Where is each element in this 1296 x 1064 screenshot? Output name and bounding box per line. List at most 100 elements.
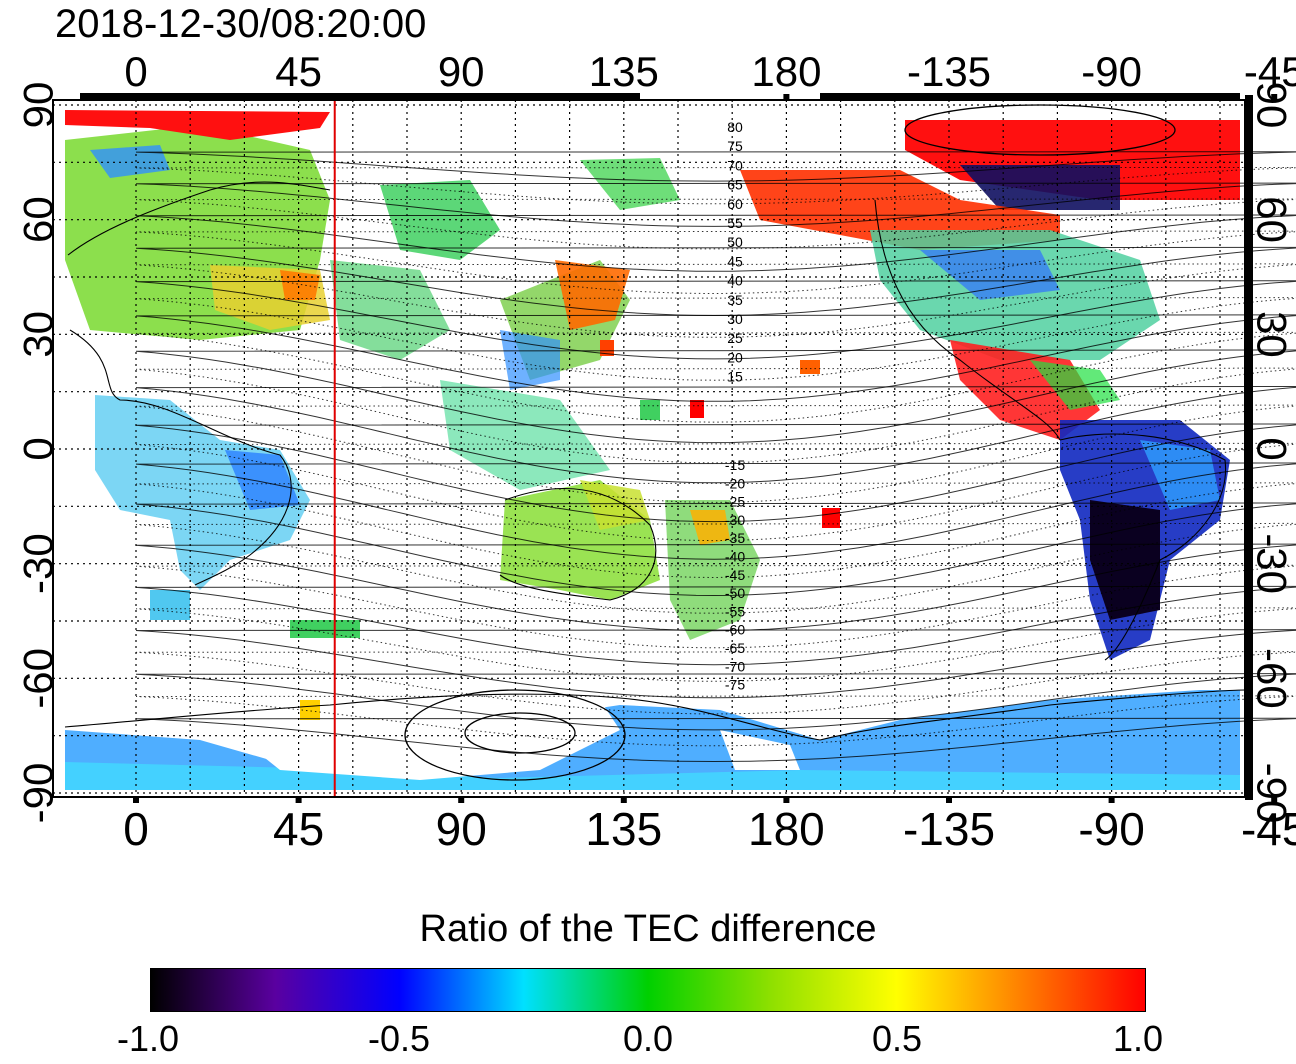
x-tick-label-top: 45 [275, 48, 322, 95]
x-tick-label-bottom: -90 [1078, 803, 1144, 855]
colorbar-title: Ratio of the TEC difference [419, 908, 877, 950]
mlat-contour [135, 404, 1296, 503]
x-tick-label-top: 90 [438, 48, 485, 95]
axis-ticks [80, 93, 1278, 803]
x-tick-label-top: 180 [751, 48, 821, 95]
region-north-america [740, 120, 1240, 440]
data-layer [65, 110, 1240, 790]
mlat-contour-pole [404, 689, 626, 781]
mlat-contour [135, 331, 1296, 423]
frame-top-bar [80, 93, 640, 99]
mlat-label: 70 [727, 157, 743, 173]
colorbar-tick-label: -1.0 [116, 1018, 180, 1059]
y-tick-label-right: -60 [1248, 648, 1295, 709]
mlat-label: 55 [727, 215, 743, 231]
y-tick-labels-right: 90 60 30 0 -30 -60 -90 [1248, 82, 1295, 824]
mlat-label: 65 [727, 177, 743, 193]
mlat-label: -20 [725, 475, 745, 491]
mlat-contour [135, 717, 1296, 763]
x-tick-label-top: -135 [907, 48, 991, 95]
mlat-contour [135, 564, 1296, 649]
mlat-contour [135, 367, 1296, 464]
region-asia [330, 158, 680, 490]
x-tick-labels-top: 0 45 90 135 180 -135 -90 -45 [124, 48, 1296, 95]
mlat-label: 45 [727, 253, 743, 269]
mlat-contour [135, 585, 1296, 666]
y-tick-label-right: -30 [1248, 533, 1295, 594]
mlat-label: -50 [725, 585, 745, 601]
mlat-contour [135, 423, 1296, 523]
x-tick-label-bottom: 0 [123, 803, 149, 855]
x-tick-label-bottom: 180 [748, 803, 825, 855]
x-tick-label-top: -90 [1081, 48, 1142, 95]
mlat-contour [135, 151, 1296, 182]
mlat-contour-pole [904, 104, 1176, 156]
mlat-contour [135, 651, 1296, 715]
mlat-label: 15 [727, 369, 743, 385]
y-tick-label-left: -60 [15, 648, 62, 709]
y-tick-label-left: 0 [15, 437, 62, 460]
x-tick-label-bottom: -45 [1241, 803, 1296, 855]
mlat-label: 40 [727, 273, 743, 289]
mlat-label: -70 [725, 658, 745, 674]
mlat-contour [135, 629, 1296, 699]
frame-right-bar [1245, 95, 1253, 800]
magnetic-latitude-contours [135, 104, 1296, 781]
y-tick-label-right: 60 [1248, 196, 1295, 243]
graticule-grid [53, 100, 1245, 797]
mlat-label: -30 [725, 512, 745, 528]
mlat-label: 20 [727, 349, 743, 365]
mlat-contour [135, 230, 1296, 295]
map-timestamp-title: 2018-12-30/08:20:00 [55, 2, 427, 46]
colorbar-tick-label: -0.5 [367, 1018, 431, 1059]
region-europe [65, 110, 330, 340]
mlat-contour [135, 673, 1296, 731]
mlat-contour [135, 695, 1296, 747]
colorbar-tick-label: 0.0 [622, 1018, 674, 1059]
mlat-label: -40 [725, 549, 745, 565]
frame-top-bar [820, 93, 1240, 99]
mlat-label: -35 [725, 530, 745, 546]
x-tick-label-bottom: 45 [273, 803, 324, 855]
region-africa [95, 395, 310, 590]
mlat-contour [135, 502, 1296, 597]
y-tick-label-right: 90 [1248, 82, 1295, 129]
region-australia [500, 480, 760, 640]
mlat-contour [135, 462, 1296, 560]
mlat-contour [135, 182, 1296, 227]
mlat-contour [135, 442, 1296, 542]
x-tick-label-bottom: -135 [903, 803, 995, 855]
y-tick-label-right: 30 [1248, 311, 1295, 358]
scattered-patches [150, 340, 840, 720]
mlat-label: -75 [725, 677, 745, 693]
y-tick-label-left: -30 [15, 533, 62, 594]
magnetic-latitude-labels: 80 75 70 65 60 55 50 45 40 35 30 25 20 15 -15 -20 -25 -30… [725, 119, 745, 693]
mlat-label: -65 [725, 640, 745, 656]
mlat-contour [135, 349, 1296, 444]
mlat-contour [135, 385, 1296, 484]
coastlines [64, 181, 1246, 741]
x-tick-label-bottom: 90 [436, 803, 487, 855]
y-tick-label-left: 90 [15, 82, 62, 129]
mlat-contour [135, 198, 1296, 250]
mlat-label: 50 [727, 234, 743, 250]
mlat-label: -55 [725, 603, 745, 619]
mlat-label: 80 [727, 119, 743, 135]
mlat-label: -25 [725, 494, 745, 510]
mlat-label: 75 [727, 138, 743, 154]
y-tick-label-right: 0 [1248, 437, 1295, 460]
x-tick-label-top: 135 [589, 48, 659, 95]
mlat-label: -60 [725, 622, 745, 638]
tec-map: 80 75 70 65 60 55 50 45 40 35 30 25 20 15 -15 -20 -25 -30… [15, 48, 1296, 855]
region-south-america [1060, 420, 1230, 660]
colorbar-tick-label: 0.5 [871, 1018, 923, 1059]
mlat-contour [135, 263, 1296, 338]
mlat-label: -45 [725, 567, 745, 583]
y-tick-labels-left: 90 60 30 0 -30 -60 -90 [15, 82, 62, 824]
mlat-label: 35 [727, 292, 743, 308]
mlat-label: 30 [727, 311, 743, 327]
y-tick-label-left: 30 [15, 311, 62, 358]
x-tick-label-bottom: 135 [585, 803, 662, 855]
colorbar [150, 968, 1146, 1012]
y-tick-label-left: 60 [15, 196, 62, 243]
